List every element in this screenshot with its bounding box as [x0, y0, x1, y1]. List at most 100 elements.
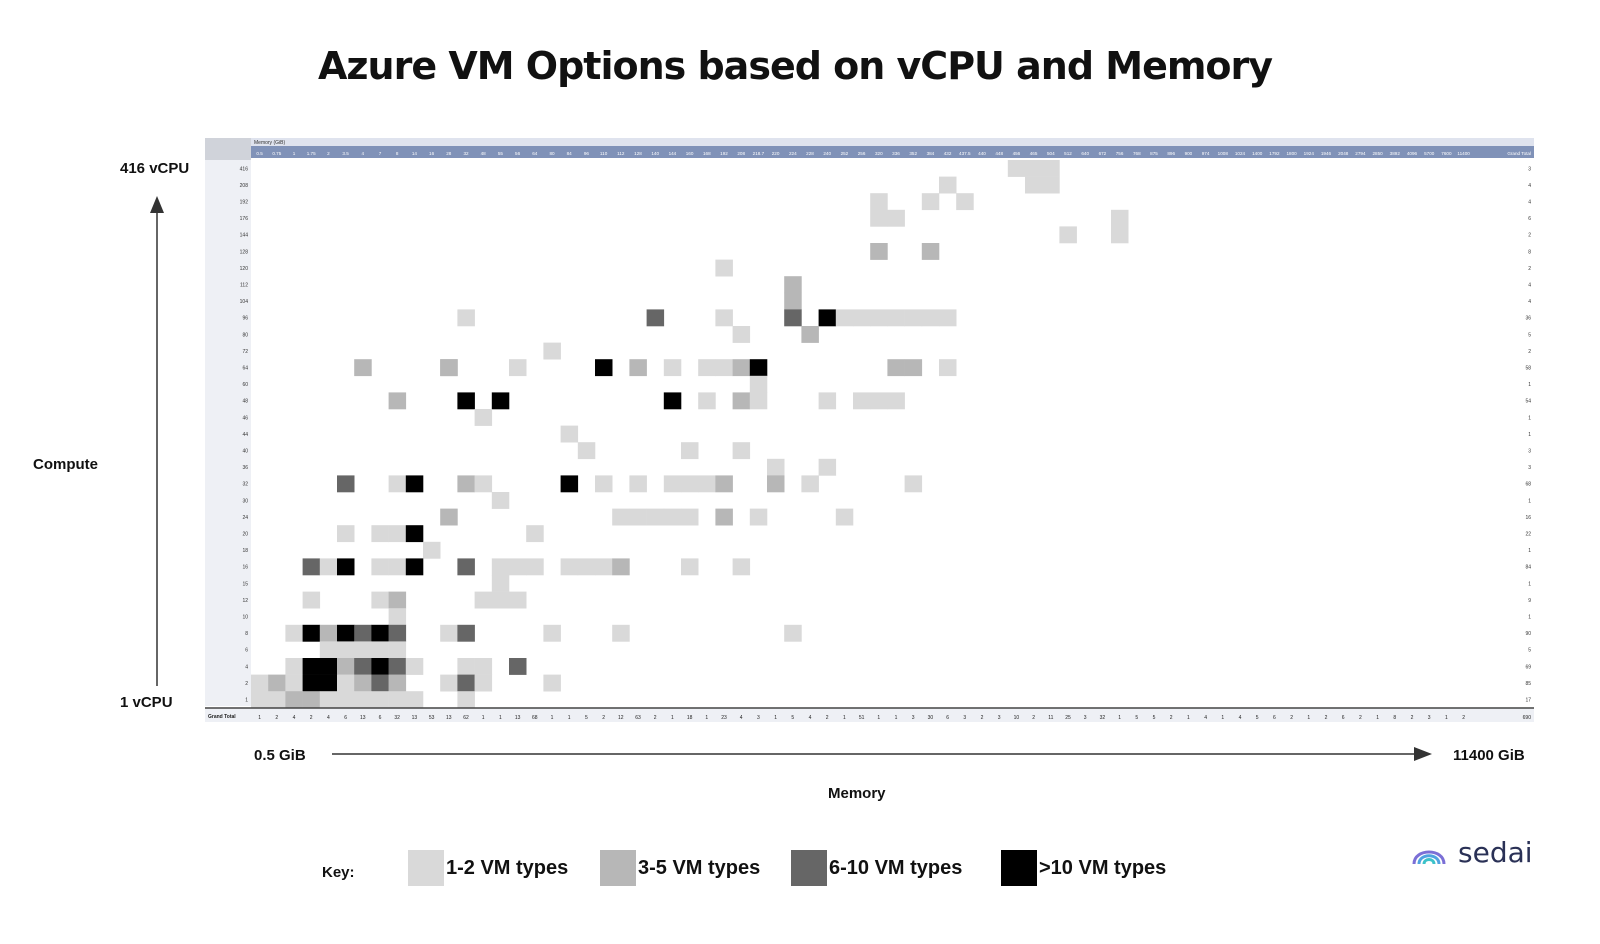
heatmap-cell: [526, 525, 544, 543]
column-tick-label: 56: [515, 151, 521, 156]
heatmap-cell: [440, 508, 458, 526]
heatmap-cell: [663, 359, 682, 377]
column-total-label: 3: [963, 715, 966, 721]
column-tick-label: 4096: [1407, 151, 1418, 156]
heatmap-cell: [388, 658, 407, 675]
heatmap-cell: [646, 309, 665, 327]
column-tick-label: 2850: [1372, 151, 1383, 156]
row-total-label: 1: [1528, 415, 1531, 421]
heatmap-cell: [371, 525, 389, 543]
column-total-label: 5: [791, 715, 794, 721]
column-total-label: 6: [379, 715, 382, 721]
heatmap-cell: [870, 392, 888, 410]
heatmap-cell: [388, 624, 407, 642]
heatmap-cell: [491, 575, 510, 592]
chart-title: Azure VM Options based on vCPU and Memor…: [318, 44, 1273, 88]
row-total-label: 1: [1528, 615, 1531, 621]
row-total-label: 5: [1528, 332, 1531, 338]
heatmap-cell: [681, 442, 699, 460]
heatmap-cell: [801, 475, 819, 493]
column-tick-label: 1924: [1304, 151, 1315, 156]
heatmap-cell: [319, 658, 338, 675]
heatmap-cell: [629, 475, 647, 493]
row-tick-label: 40: [242, 449, 248, 455]
heatmap-cell: [388, 641, 407, 659]
column-tick-label: 896: [1167, 151, 1175, 156]
column-tick-label: 974: [1202, 151, 1210, 156]
column-tick-label: 504: [1047, 151, 1055, 156]
heatmap-cell: [319, 691, 338, 709]
heatmap-cell: [337, 658, 355, 675]
column-tick-label: 128: [634, 151, 642, 156]
row-total-label: 1: [1528, 548, 1531, 554]
column-tick-label: 32: [463, 151, 469, 156]
column-tick-label: 640: [1081, 151, 1089, 156]
heatmap-cell: [749, 375, 768, 393]
heatmap-cell: [577, 442, 596, 460]
column-total-label: 3: [998, 715, 1001, 721]
row-total-label: 36: [1525, 316, 1531, 322]
heatmap-cell: [388, 392, 407, 410]
column-total-label: 5: [1256, 715, 1259, 721]
heatmap-cell: [543, 674, 561, 692]
column-total-label: 2: [826, 715, 829, 721]
column-total-label: 25: [1065, 715, 1071, 721]
heatmap-cell: [818, 392, 837, 410]
heatmap-cell: [371, 641, 389, 659]
y-axis-arrow-head: [150, 196, 164, 213]
heatmap-cell: [921, 309, 940, 327]
column-total-label: 13: [515, 715, 521, 721]
row-total-label: 3: [1528, 166, 1531, 172]
column-total-label: 13: [360, 715, 366, 721]
y-axis-bottom-label: 1 vCPU: [120, 694, 173, 711]
heatmap-cell: [405, 658, 424, 675]
heatmap-cell: [1025, 176, 1043, 194]
row-total-label: 1: [1528, 581, 1531, 587]
row-total-label: 2: [1528, 349, 1531, 355]
row-tick-label: 16: [242, 565, 248, 571]
column-tick-label: 1800: [1286, 151, 1297, 156]
column-tick-label: 160: [686, 151, 694, 156]
column-total-label: 13: [412, 715, 418, 721]
column-tick-label: 512: [1064, 151, 1072, 156]
heatmap-cell: [921, 243, 940, 260]
column-total-label: 1: [1376, 715, 1379, 721]
column-tick-label: 440: [978, 151, 986, 156]
column-total-label: 2: [1359, 715, 1362, 721]
row-total-label: 17: [1525, 698, 1531, 704]
legend-item-6-10: 6-10 VM types: [791, 850, 962, 886]
heatmap-cell: [749, 508, 768, 526]
row-total-labels: 3 4 4 6 2 8 2 4 4 36 5 2 58 1 54 1 1 3 3 68 1 16 22 1 84 1 9 1 90 5 69…: [1525, 166, 1531, 703]
row-tick-label: 46: [242, 415, 248, 421]
heatmap-cell: [285, 691, 303, 709]
column-total-label: 4: [1239, 715, 1242, 721]
column-total-label: 3: [1084, 715, 1087, 721]
row-tick-label: 1: [245, 698, 248, 704]
legend-text: 3-5 VM types: [638, 856, 761, 879]
heatmap-cell: [319, 558, 338, 576]
row-total-label: 4: [1528, 183, 1531, 189]
column-tick-label: 14: [412, 151, 418, 156]
heatmap-cell: [870, 209, 888, 227]
heatmap-cell: [337, 691, 355, 709]
heatmap-cell: [440, 674, 458, 692]
column-total-label: 1: [1307, 715, 1310, 721]
column-tick-label: 80: [549, 151, 555, 156]
heatmap-cell: [681, 508, 699, 526]
column-total-label: 5: [1153, 715, 1156, 721]
column-total-label: 1: [499, 715, 502, 721]
heatmap-cell: [749, 359, 768, 377]
heatmap-cell: [835, 508, 854, 526]
header-band: [251, 138, 1534, 146]
column-tick-label: 218.7: [753, 151, 765, 156]
row-total-label: 4: [1528, 299, 1531, 305]
column-tick-label: 96: [584, 151, 590, 156]
heatmap-cell: [612, 624, 630, 642]
column-total-label: 6: [344, 715, 347, 721]
heatmap-cell: [457, 624, 475, 642]
heatmap-cell: [681, 475, 699, 493]
column-tick-label: 84: [567, 151, 573, 156]
heatmap-cell: [715, 508, 733, 526]
row-tick-label: 36: [242, 465, 248, 471]
